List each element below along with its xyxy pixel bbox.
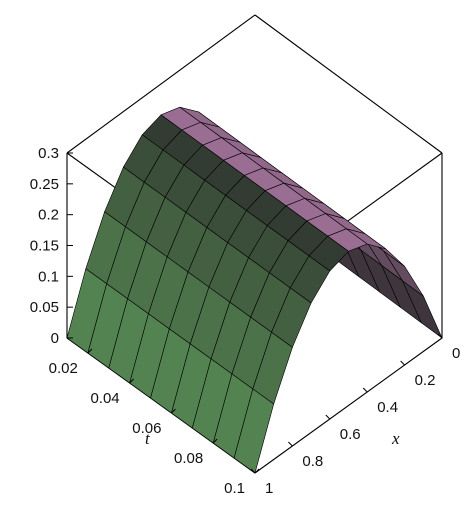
t-tick-mark bbox=[254, 468, 260, 474]
z-tick-label: 0.05 bbox=[30, 299, 59, 316]
t-tick-mark bbox=[171, 408, 176, 414]
t-tick-label: 0.06 bbox=[132, 420, 161, 437]
z-tick-label: 0.3 bbox=[38, 145, 59, 162]
box-edge bbox=[254, 337, 443, 474]
x-tick-label: 0.4 bbox=[377, 399, 398, 416]
surface-mesh bbox=[66, 106, 443, 474]
x-axis-ticks: 0 0.2 0.4 0.6 0.8 1 bbox=[250, 333, 460, 497]
t-tick-label: 0.08 bbox=[174, 450, 203, 467]
x-tick-label: 0.6 bbox=[340, 426, 361, 443]
z-tick-label: 0.15 bbox=[30, 238, 59, 255]
x-tick-mark bbox=[325, 414, 331, 420]
z-tick-label: 0.1 bbox=[38, 268, 59, 285]
z-axis-ticks: 0 0.05 0.1 0.15 0.2 0.25 0.3 bbox=[30, 145, 73, 347]
x-tick-mark bbox=[400, 360, 405, 366]
t-axis-label: t bbox=[145, 429, 151, 448]
x-tick-mark bbox=[437, 333, 443, 339]
z-tick-label: 0.25 bbox=[30, 176, 59, 193]
x-tick-label: 1 bbox=[265, 480, 273, 497]
z-tick-label: 0 bbox=[51, 330, 59, 347]
box-edge bbox=[254, 14, 443, 154]
box-edge bbox=[66, 14, 256, 154]
x-tick-label: 0.2 bbox=[415, 372, 436, 389]
t-tick-label: 0.04 bbox=[90, 390, 119, 407]
x-tick-mark bbox=[288, 441, 293, 447]
t-tick-label: 0.1 bbox=[224, 480, 245, 497]
t-tick-label: 0.02 bbox=[49, 360, 78, 377]
x-tick-label: 0 bbox=[452, 345, 460, 362]
t-tick-mark bbox=[129, 378, 135, 384]
t-axis-ticks: 0.02 0.04 0.06 0.08 0.1 bbox=[49, 348, 260, 497]
x-tick-mark bbox=[250, 468, 256, 474]
x-tick-mark bbox=[362, 387, 368, 393]
t-tick-mark bbox=[87, 348, 93, 354]
z-tick-label: 0.2 bbox=[38, 207, 59, 224]
t-tick-mark bbox=[212, 438, 218, 444]
x-tick-label: 0.8 bbox=[302, 453, 323, 470]
x-axis-label: x bbox=[391, 429, 400, 448]
